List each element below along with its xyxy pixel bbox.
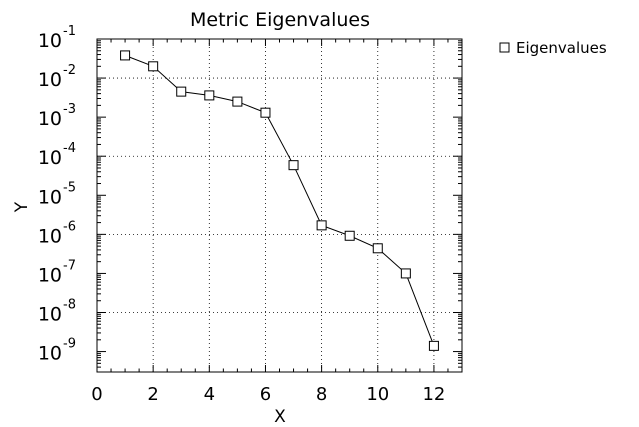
data-point-marker bbox=[372, 243, 383, 254]
grid-lines bbox=[97, 39, 462, 372]
data-point-marker bbox=[288, 160, 299, 171]
y-tick-exponent: -6 bbox=[63, 219, 76, 234]
data-point-marker bbox=[232, 96, 243, 107]
y-tick-exponent: -2 bbox=[63, 63, 76, 78]
x-axis-label: X bbox=[274, 407, 286, 427]
data-point-marker bbox=[120, 50, 131, 61]
y-tick-exponent: -4 bbox=[63, 141, 76, 156]
data-point-marker bbox=[428, 340, 439, 351]
x-tick-label: 12 bbox=[422, 384, 445, 405]
x-tick-label: 4 bbox=[204, 384, 215, 405]
data-point-marker bbox=[204, 90, 215, 101]
y-tick-labels: 10-910-810-710-610-510-410-310-210-1 bbox=[38, 24, 76, 365]
x-tick-label: 8 bbox=[316, 384, 327, 405]
chart-title: Metric Eigenvalues bbox=[190, 9, 370, 31]
x-tick-label: 0 bbox=[91, 384, 102, 405]
y-tick-label: 10 bbox=[38, 30, 62, 52]
x-tick-label: 6 bbox=[260, 384, 271, 405]
y-tick-label: 10 bbox=[38, 225, 62, 247]
x-tick-label: 2 bbox=[147, 384, 158, 405]
data-point-marker bbox=[344, 230, 355, 241]
x-tick-label: 10 bbox=[366, 384, 389, 405]
y-tick-label: 10 bbox=[38, 303, 62, 325]
legend: Eigenvalues bbox=[499, 39, 607, 57]
data-point-marker bbox=[400, 268, 411, 279]
data-point-marker bbox=[316, 220, 327, 231]
y-tick-exponent: -3 bbox=[63, 102, 76, 117]
y-tick-label: 10 bbox=[38, 69, 62, 91]
y-tick-exponent: -1 bbox=[63, 24, 76, 39]
series-eigenvalues bbox=[120, 50, 439, 351]
legend-label-eigenvalues: Eigenvalues bbox=[516, 39, 607, 57]
y-tick-label: 10 bbox=[38, 264, 62, 286]
y-tick-label: 10 bbox=[38, 343, 62, 365]
data-point-marker bbox=[260, 107, 271, 118]
data-point-marker bbox=[176, 86, 187, 97]
legend-marker-square bbox=[499, 42, 510, 53]
data-point-marker bbox=[148, 61, 159, 72]
y-tick-label: 10 bbox=[38, 108, 62, 130]
y-tick-exponent: -7 bbox=[63, 258, 76, 273]
y-tick-exponent: -8 bbox=[63, 297, 76, 312]
plot-frame bbox=[96, 38, 463, 373]
y-tick-label: 10 bbox=[38, 186, 62, 208]
series-line bbox=[124, 54, 435, 347]
y-axis-label: Y bbox=[12, 201, 32, 213]
y-tick-exponent: -5 bbox=[63, 180, 76, 195]
y-tick-exponent: -9 bbox=[63, 337, 76, 352]
axis-ticks bbox=[96, 38, 462, 372]
x-tick-labels: 0 2 4 6 8 10 12 bbox=[91, 384, 445, 405]
y-tick-label: 10 bbox=[38, 147, 62, 169]
